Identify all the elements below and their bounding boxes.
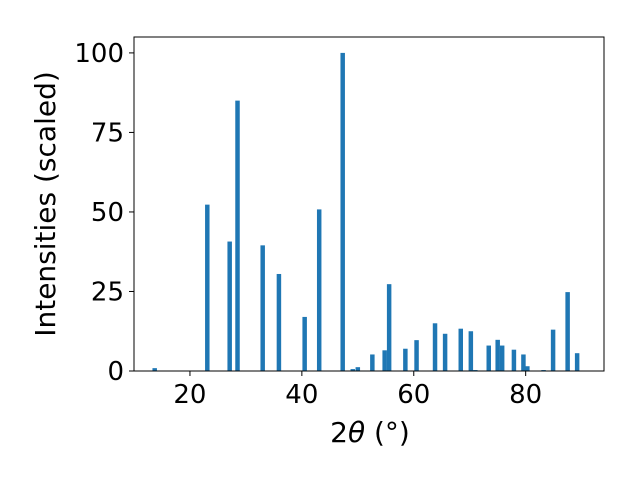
bar bbox=[350, 369, 356, 371]
bar bbox=[205, 204, 210, 371]
bar bbox=[495, 339, 500, 371]
bar bbox=[276, 273, 282, 371]
bar bbox=[227, 241, 232, 371]
x-axis-label-symbol: θ bbox=[348, 416, 365, 449]
y-tick-label: 50 bbox=[91, 198, 124, 228]
y-axis-ticks: 0 25 50 75 100 bbox=[74, 39, 134, 387]
plot-frame bbox=[133, 36, 605, 372]
bar bbox=[152, 368, 157, 371]
x-axis-label-prefix: 2 bbox=[330, 416, 348, 449]
x-tick-label: 80 bbox=[509, 380, 542, 410]
bar bbox=[403, 348, 408, 371]
bar bbox=[382, 350, 387, 371]
bar bbox=[525, 366, 530, 371]
bar bbox=[414, 340, 419, 371]
x-tick-label: 20 bbox=[173, 380, 206, 410]
bar bbox=[302, 316, 307, 371]
x-axis-label: 2θ (°) bbox=[330, 416, 410, 449]
bar bbox=[458, 328, 463, 371]
bar bbox=[370, 354, 375, 371]
y-tick-label: 100 bbox=[74, 39, 124, 69]
x-axis-label-unit: (°) bbox=[365, 416, 410, 449]
bar bbox=[499, 345, 505, 371]
y-tick-label: 75 bbox=[91, 118, 124, 148]
bar bbox=[511, 349, 517, 371]
bars-group bbox=[152, 52, 580, 372]
y-tick-label: 0 bbox=[107, 357, 124, 387]
bar bbox=[442, 333, 448, 371]
bar bbox=[316, 209, 322, 371]
bar bbox=[432, 323, 438, 371]
y-axis-label: Intensities (scaled) bbox=[29, 71, 62, 337]
bar bbox=[565, 292, 570, 371]
bar bbox=[574, 353, 580, 371]
x-tick-label: 40 bbox=[285, 380, 318, 410]
bar bbox=[521, 354, 526, 371]
x-axis-ticks: 20 40 60 80 bbox=[173, 371, 542, 410]
bar bbox=[550, 329, 556, 371]
x-tick-label: 60 bbox=[397, 380, 430, 410]
bar bbox=[486, 345, 491, 371]
y-tick-label: 25 bbox=[91, 277, 124, 307]
bar bbox=[340, 52, 345, 372]
bar bbox=[355, 367, 361, 371]
bar bbox=[386, 284, 392, 371]
bar bbox=[235, 100, 240, 372]
bar bbox=[260, 245, 265, 371]
bar bbox=[468, 331, 474, 371]
